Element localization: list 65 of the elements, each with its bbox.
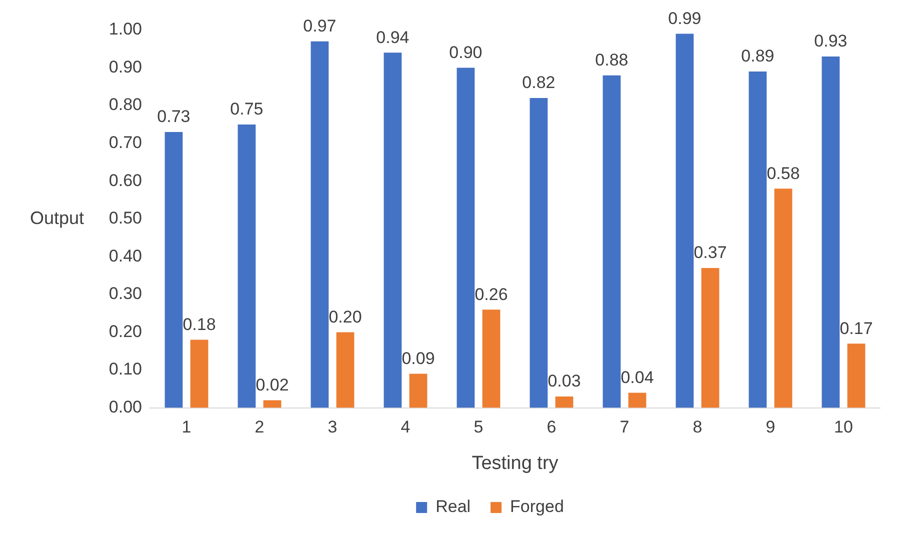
data-label: 0.89: [741, 46, 774, 66]
data-label: 0.58: [766, 164, 800, 183]
data-label: 0.20: [328, 307, 362, 326]
data-label: 0.99: [668, 8, 702, 28]
y-tick-label: 0.30: [108, 284, 142, 304]
bar: [263, 400, 282, 408]
y-tick-label: 0.00: [108, 397, 142, 416]
bar: [310, 41, 329, 408]
data-label: 0.88: [595, 50, 628, 70]
bar: [676, 34, 694, 408]
data-label: 0.02: [256, 375, 289, 394]
bar: [847, 344, 866, 408]
data-label: 0.94: [376, 28, 410, 47]
y-tick-label: 0.80: [108, 95, 142, 114]
bar: [822, 56, 840, 408]
x-tick-label: 6: [546, 418, 556, 437]
bar: [530, 98, 548, 408]
data-label: 0.09: [402, 348, 435, 368]
data-label: 0.75: [230, 100, 264, 119]
bar: [164, 132, 183, 408]
x-axis-title: Testing try: [472, 452, 559, 474]
y-tick-label: 0.50: [108, 208, 142, 228]
x-tick-label: 1: [182, 418, 192, 437]
y-tick-label: 0.20: [108, 322, 142, 341]
bar: [701, 268, 720, 408]
y-tick-label: 0.60: [108, 170, 142, 190]
y-tick-label: 0.10: [108, 360, 142, 379]
data-label: 0.93: [814, 32, 848, 51]
x-tick-label: 3: [328, 418, 338, 437]
x-tick-label: 5: [474, 418, 484, 437]
data-label: 0.26: [474, 284, 508, 304]
x-tick-label: 4: [400, 418, 410, 437]
x-tick-label: 2: [254, 418, 264, 437]
data-label: 0.03: [548, 372, 581, 391]
legend-label: Real: [436, 497, 471, 516]
x-tick-label: 8: [692, 418, 702, 437]
data-label: 0.04: [620, 368, 654, 387]
data-label: 0.17: [840, 318, 873, 338]
bar: [555, 396, 574, 408]
data-label: 0.18: [182, 314, 216, 334]
bar: [482, 310, 500, 408]
bar: [748, 72, 767, 408]
bar: [456, 68, 475, 408]
y-tick-label: 0.40: [108, 246, 142, 266]
y-axis-title: Output: [30, 208, 84, 228]
bar: [602, 75, 621, 408]
bar: [190, 340, 208, 408]
data-label: 0.73: [157, 107, 190, 126]
x-tick-label: 7: [620, 418, 630, 437]
x-tick-label: 9: [766, 418, 776, 437]
data-label: 0.97: [303, 16, 336, 36]
bar: [774, 188, 792, 408]
bar: [384, 52, 402, 408]
bar: [628, 392, 646, 408]
y-tick-label: 1.00: [108, 20, 142, 39]
bar: [238, 124, 256, 408]
legend-label: Forged: [510, 497, 564, 516]
data-label: 0.37: [694, 243, 727, 262]
bar: [409, 374, 428, 408]
data-label: 0.82: [522, 73, 556, 92]
y-tick-label: 0.90: [108, 57, 142, 76]
data-label: 0.90: [449, 42, 482, 62]
y-tick-label: 0.70: [108, 133, 142, 152]
x-tick-label: 10: [834, 418, 853, 437]
bar: [336, 332, 354, 408]
